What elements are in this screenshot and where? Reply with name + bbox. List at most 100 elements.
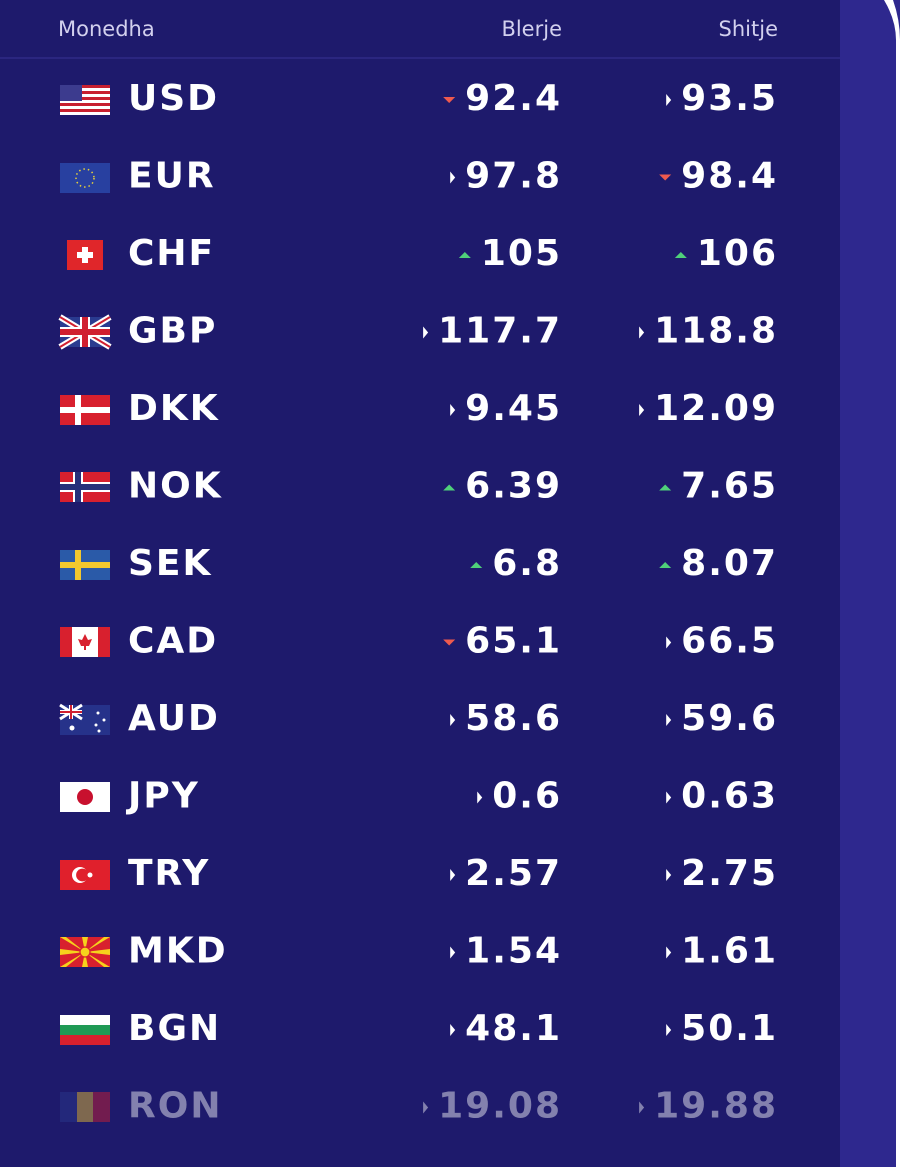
rate-row: RON 19.08 19.88 bbox=[128, 1086, 778, 1127]
sell-rate: 98.4 bbox=[681, 156, 778, 197]
trend-indicator bbox=[666, 946, 672, 959]
currency-code: RON bbox=[128, 1086, 222, 1127]
trend-indicator bbox=[423, 1101, 429, 1114]
flag-chf bbox=[67, 240, 103, 270]
edge bbox=[884, 0, 900, 1167]
buy-rate: 48.1 bbox=[465, 1008, 562, 1049]
trend-indicator bbox=[674, 252, 687, 258]
trend-indicator bbox=[639, 1101, 645, 1114]
flag-gbp bbox=[58, 314, 112, 350]
currency-code: JPY bbox=[125, 776, 200, 817]
trend-indicator bbox=[443, 639, 456, 646]
currency-code: GBP bbox=[128, 311, 217, 352]
buy-rate: 117.7 bbox=[438, 311, 562, 352]
rate-row: AUD 58.6 59.6 bbox=[128, 698, 778, 739]
trend-indicator bbox=[470, 562, 483, 568]
currency-code: CHF bbox=[128, 233, 215, 274]
sell-rate: 19.88 bbox=[654, 1086, 778, 1127]
trend-indicator bbox=[659, 562, 672, 568]
sell-rate: 1.61 bbox=[681, 931, 778, 972]
currency-code: AUD bbox=[128, 698, 220, 739]
rate-row: DKK 9.45 12.09 bbox=[128, 388, 778, 429]
sell-rate: 7.65 bbox=[681, 466, 778, 507]
sell-rate: 106 bbox=[697, 233, 778, 274]
sell-rate: 118.8 bbox=[654, 311, 778, 352]
buy-rate: 0.6 bbox=[492, 776, 562, 817]
flag-dkk bbox=[60, 395, 110, 425]
buy-rate: 9.45 bbox=[465, 388, 562, 429]
trend-indicator bbox=[639, 404, 645, 416]
buy-rate: 97.8 bbox=[465, 156, 562, 197]
currency-code: EUR bbox=[128, 156, 216, 197]
trend-indicator bbox=[443, 97, 456, 103]
buy-rate: 65.1 bbox=[465, 621, 562, 662]
flags bbox=[58, 85, 112, 1122]
flag-mkd bbox=[60, 937, 110, 967]
flag-sek bbox=[60, 550, 110, 580]
trend-indicator bbox=[443, 484, 456, 491]
flag-nok bbox=[60, 472, 110, 502]
trend-indicator bbox=[639, 326, 645, 339]
trend-indicator bbox=[450, 171, 456, 184]
trend-indicator bbox=[450, 869, 456, 881]
header-buy: Blerje bbox=[501, 17, 562, 41]
flag-cad bbox=[60, 627, 110, 657]
currency-code: CAD bbox=[128, 621, 218, 662]
rate-row: CAD 65.1 66.5 bbox=[128, 621, 778, 662]
rate-row: SEK 6.8 8.07 bbox=[128, 543, 778, 584]
currency-code: BGN bbox=[128, 1008, 221, 1049]
sell-rate: 50.1 bbox=[681, 1008, 778, 1049]
sell-rate: 12.09 bbox=[654, 388, 778, 429]
rate-row: NOK 6.39 7.65 bbox=[128, 466, 778, 507]
trend-indicator bbox=[450, 714, 456, 726]
flag-aud bbox=[59, 703, 110, 735]
currency-code: MKD bbox=[128, 931, 228, 972]
sell-rate: 93.5 bbox=[681, 78, 778, 119]
rate-row: CHF 105 106 bbox=[128, 233, 778, 274]
rate-row: USD 92.4 93.5 bbox=[128, 78, 778, 119]
currency-code: SEK bbox=[128, 543, 212, 584]
currency-code: TRY bbox=[128, 853, 210, 894]
sell-rate: 8.07 bbox=[681, 543, 778, 584]
sell-rate: 0.63 bbox=[681, 776, 778, 817]
flag-jpy bbox=[60, 782, 110, 812]
buy-rate: 105 bbox=[481, 233, 562, 274]
currency-code: USD bbox=[128, 78, 219, 119]
buy-rate: 92.4 bbox=[465, 78, 562, 119]
buy-rate: 58.6 bbox=[465, 698, 562, 739]
sell-rate: 59.6 bbox=[681, 698, 778, 739]
side-panel bbox=[840, 0, 900, 1167]
rate-row: MKD 1.54 1.61 bbox=[128, 931, 778, 972]
trend-indicator bbox=[450, 1024, 456, 1036]
flag-try bbox=[60, 860, 110, 890]
trend-indicator bbox=[450, 404, 456, 416]
rate-row: BGN 48.1 50.1 bbox=[128, 1008, 778, 1049]
trend-indicator bbox=[659, 484, 672, 491]
trend-indicator bbox=[666, 714, 672, 726]
rate-row: TRY 2.57 2.75 bbox=[128, 853, 778, 894]
trend-indicator bbox=[666, 94, 672, 106]
trend-indicator bbox=[450, 946, 456, 959]
trend-indicator bbox=[666, 791, 672, 804]
trend-indicator bbox=[659, 174, 672, 181]
buy-rate: 6.39 bbox=[465, 466, 562, 507]
trend-indicator bbox=[477, 791, 483, 804]
sell-rate: 66.5 bbox=[681, 621, 778, 662]
trend-indicator bbox=[423, 326, 429, 339]
rate-row: EUR 97.8 98.4 bbox=[128, 156, 778, 197]
sell-rate: 2.75 bbox=[681, 853, 778, 894]
flag-usd bbox=[60, 85, 110, 115]
trend-indicator bbox=[666, 636, 672, 649]
currency-code: DKK bbox=[128, 388, 220, 429]
trend-indicator bbox=[458, 252, 471, 258]
currency-code: NOK bbox=[128, 466, 223, 507]
rate-row: GBP 117.7 118.8 bbox=[128, 311, 778, 352]
flag-ron bbox=[60, 1092, 110, 1122]
buy-rate: 19.08 bbox=[438, 1086, 562, 1127]
trend-indicator bbox=[666, 1024, 672, 1036]
header-sell: Shitje bbox=[719, 17, 778, 41]
flag-eur bbox=[60, 163, 110, 193]
